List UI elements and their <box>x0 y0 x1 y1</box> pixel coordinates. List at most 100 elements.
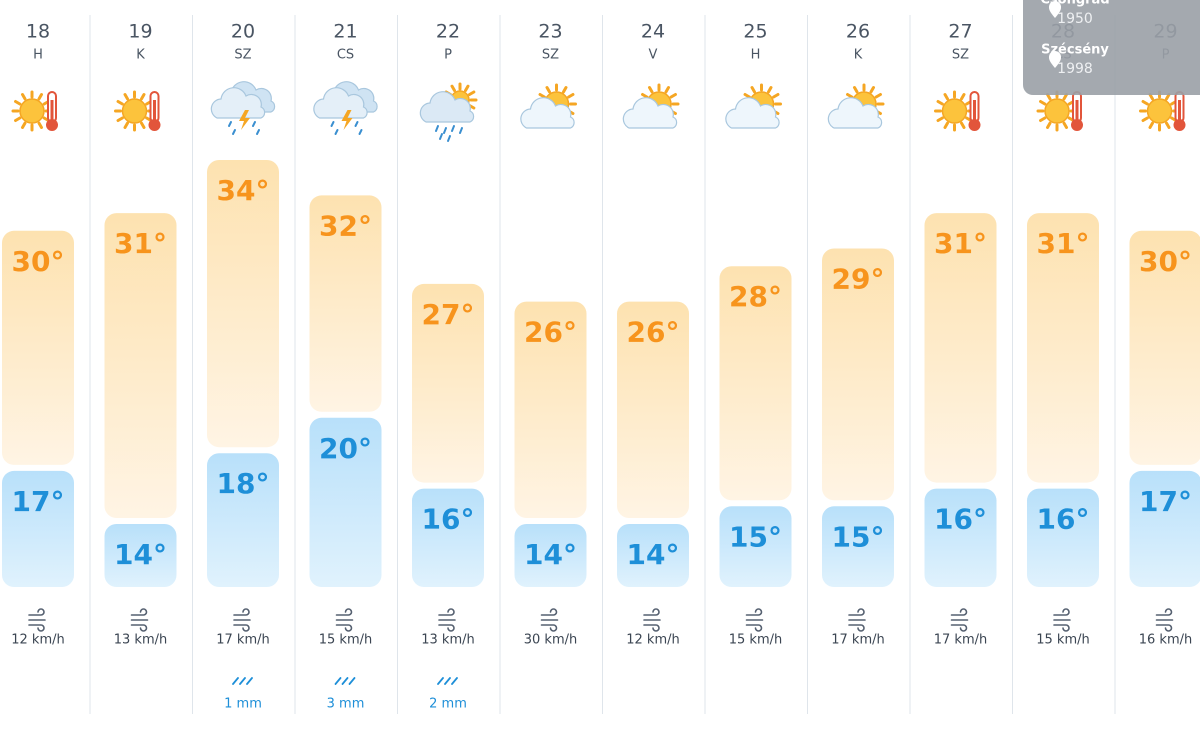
weather-icon <box>936 92 981 131</box>
min-temp: 17° <box>12 485 65 518</box>
day-date: 25 <box>743 21 767 43</box>
day-date: 22 <box>436 21 460 43</box>
max-temp: 30° <box>1139 245 1192 278</box>
min-temp: 14° <box>627 538 680 571</box>
record-place: Csongrád <box>1040 0 1109 8</box>
sun-ray <box>1048 95 1051 99</box>
min-temp: 15° <box>729 520 782 553</box>
wind-line <box>1157 625 1172 631</box>
rain-amount: 1 mm <box>224 697 262 712</box>
thermometer-level <box>153 100 156 122</box>
sun-ray <box>1150 95 1153 99</box>
sun-ray <box>945 95 948 99</box>
sun-ray <box>23 95 26 99</box>
day-date: 18 <box>26 21 50 43</box>
sun-ray <box>666 88 669 92</box>
raindrop <box>233 130 235 134</box>
wind-line <box>542 625 557 631</box>
sun-ray <box>16 102 20 105</box>
rain-icon <box>247 678 252 684</box>
sun <box>1045 99 1069 123</box>
wind-line <box>1054 625 1069 631</box>
wind-icon <box>1054 609 1070 631</box>
min-temp: 20° <box>319 432 372 465</box>
sun-ray <box>39 123 42 127</box>
raindrop <box>436 126 438 131</box>
raindrop <box>360 130 362 134</box>
wind-icon <box>1157 609 1173 631</box>
sun-ray <box>848 95 852 98</box>
sun-ray <box>871 88 874 92</box>
sun-ray <box>39 95 42 99</box>
max-temp: 26° <box>524 316 577 349</box>
thermometer-level <box>973 100 976 122</box>
sun-ray <box>452 86 455 90</box>
day-date: 23 <box>538 21 562 43</box>
sun-ray <box>23 123 26 127</box>
sun <box>1148 99 1172 123</box>
wind-line <box>747 625 762 631</box>
thermometer-level <box>1076 100 1079 122</box>
sun-ray <box>752 88 755 92</box>
day-weekday: SZ <box>542 48 559 63</box>
sun-ray <box>962 123 965 127</box>
sun-ray <box>1064 95 1067 99</box>
day-weekday: H <box>33 48 43 63</box>
max-temp: 27° <box>422 298 475 331</box>
rain-icon <box>336 678 341 684</box>
sun-ray <box>1048 123 1051 127</box>
sun-ray <box>118 118 122 121</box>
wind-line <box>439 609 454 615</box>
day-date: 27 <box>948 21 972 43</box>
raindrop <box>257 130 259 134</box>
sun-ray <box>650 88 653 92</box>
sun-ray <box>962 95 965 99</box>
wind-speed: 15 km/h <box>319 633 373 648</box>
wind-icon <box>439 609 455 631</box>
raindrop <box>229 122 231 126</box>
weather-icon <box>726 85 781 128</box>
wind-icon <box>849 609 865 631</box>
rain-icon <box>438 678 443 684</box>
wind-speed: 17 km/h <box>831 633 885 648</box>
sun-ray <box>125 123 128 127</box>
min-temp: 18° <box>217 467 270 500</box>
min-temp: 16° <box>1037 503 1090 536</box>
wind-line <box>1054 609 1069 615</box>
day-date: 19 <box>128 21 152 43</box>
min-temp: 17° <box>1139 485 1192 518</box>
day-weekday: SZ <box>234 48 251 63</box>
wind-line <box>644 625 659 631</box>
max-temp: 31° <box>934 227 987 260</box>
max-temp: 30° <box>12 245 65 278</box>
wind-icon <box>644 609 660 631</box>
sun-ray <box>1167 123 1170 127</box>
sun <box>123 99 147 123</box>
wind-line <box>1157 609 1172 615</box>
raindrop <box>356 122 358 126</box>
day-weekday: SZ <box>952 48 969 63</box>
sun-ray <box>774 95 778 98</box>
day-date: 26 <box>846 21 870 43</box>
sun-ray <box>938 118 942 121</box>
weather-icon <box>1141 92 1186 131</box>
wind-speed: 13 km/h <box>421 633 475 648</box>
wind-speed: 13 km/h <box>114 633 168 648</box>
rain-icon <box>350 678 355 684</box>
wind-icon <box>132 609 148 631</box>
wind-line <box>542 609 557 615</box>
sun <box>20 99 44 123</box>
weather-icon <box>1038 92 1083 131</box>
min-temp: 16° <box>422 503 475 536</box>
raindrop <box>452 126 454 131</box>
record-year: 1998 <box>1057 61 1093 77</box>
min-temp: 16° <box>934 503 987 536</box>
rain-amount: 3 mm <box>327 697 365 712</box>
day-weekday: CS <box>337 48 354 63</box>
max-temp: 29° <box>832 263 885 296</box>
weather-icon <box>13 92 58 131</box>
rain-icon <box>240 678 245 684</box>
wind-line <box>29 609 44 615</box>
day-weekday: K <box>854 48 863 63</box>
